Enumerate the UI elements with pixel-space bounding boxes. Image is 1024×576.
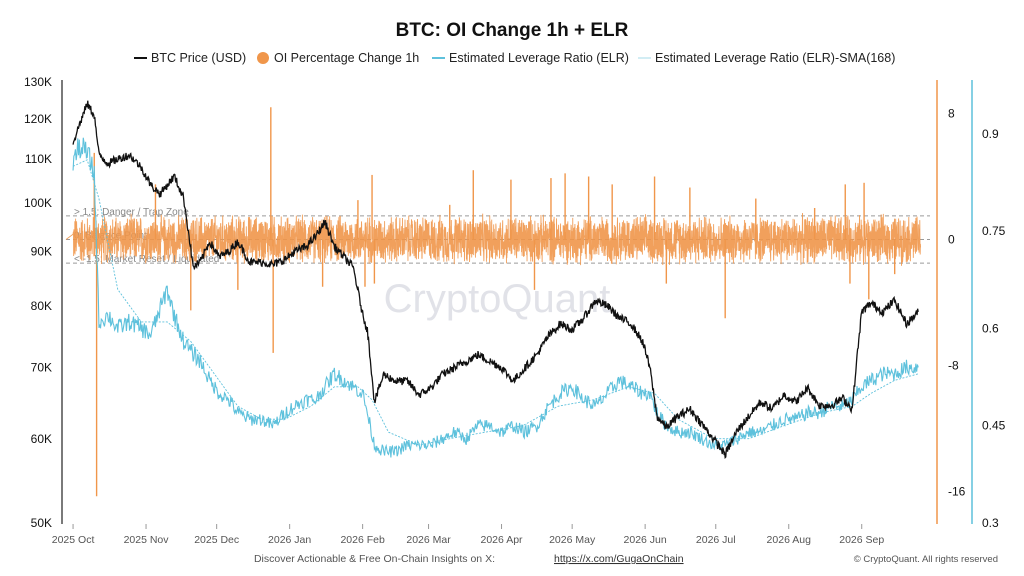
oi-change-line <box>65 213 922 266</box>
legend-item[interactable]: BTC Price (USD) <box>134 51 246 65</box>
y-elr-tick-label: 0.3 <box>982 516 999 530</box>
reference-line-label: < -1.5: Market Reset / Liquidated <box>74 254 219 265</box>
x-tick-label: 2026 Jul <box>696 534 736 546</box>
x-tick-label: 2026 May <box>549 534 596 546</box>
footer-link[interactable]: https://x.com/GugaOnChain <box>554 553 684 565</box>
y-left-tick-label: 60K <box>31 432 52 446</box>
legend-label: Estimated Leverage Ratio (ELR)-SMA(168) <box>655 51 895 65</box>
y-left-tick-label: 110K <box>25 152 52 166</box>
reference-line-label: > 1.5: Danger / Trap Zone <box>74 207 189 218</box>
x-tick-label: 2026 Mar <box>406 534 451 546</box>
elr-line <box>72 137 919 458</box>
y-left-tick-label: 50K <box>31 516 52 530</box>
axes: 130K 120K 110K 100K 90K 80K 70K 60K 50K 8 0 -8 -16 0.… <box>24 75 1006 546</box>
x-tick-label: 2026 Aug <box>767 534 812 546</box>
y-elr-tick-label: 0.75 <box>982 224 1006 238</box>
chart-title: BTC: OI Change 1h + ELR <box>396 20 629 41</box>
y-oi-tick-label: -16 <box>948 485 966 499</box>
btc-price-line <box>72 100 919 459</box>
x-tick-label: 2026 Jan <box>268 534 311 546</box>
legend-swatch <box>257 52 269 64</box>
y-left-tick-label: 100K <box>24 196 52 210</box>
legend-item[interactable]: Estimated Leverage Ratio (ELR) <box>432 51 629 65</box>
legend-item[interactable]: OI Percentage Change 1h <box>257 51 419 65</box>
y-elr-tick-label: 0.45 <box>982 419 1006 433</box>
x-tick-label: 2026 Sep <box>839 534 884 546</box>
y-oi-tick-label: 8 <box>948 107 955 121</box>
y-elr-tick-label: 0.6 <box>982 321 999 335</box>
y-left-tick-label: 130K <box>24 75 52 89</box>
copyright: © CryptoQuant. All rights reserved <box>854 554 998 565</box>
footer: Discover Actionable & Free On-Chain Insi… <box>254 553 998 565</box>
footer-text: Discover Actionable & Free On-Chain Insi… <box>254 553 495 565</box>
legend-item[interactable]: Estimated Leverage Ratio (ELR)-SMA(168) <box>638 51 895 65</box>
x-tick-label: 2025 Dec <box>194 534 239 546</box>
legend[interactable]: BTC Price (USD) OI Percentage Change 1h Es… <box>134 51 895 65</box>
x-tick-label: 2025 Nov <box>124 534 170 546</box>
x-tick-label: 2026 Apr <box>481 534 524 546</box>
watermark: CryptoQuant <box>384 277 611 321</box>
legend-label: OI Percentage Change 1h <box>274 51 419 65</box>
svg-text:CryptoQuant: CryptoQuant <box>384 277 611 321</box>
y-left-tick-label: 120K <box>24 112 52 126</box>
plot-area <box>65 100 922 497</box>
y-left-tick-label: 80K <box>31 299 52 313</box>
x-tick-label: 2026 Feb <box>340 534 385 546</box>
x-tick-label: 2025 Oct <box>52 534 95 546</box>
legend-label: BTC Price (USD) <box>151 51 246 65</box>
y-left-tick-label: 70K <box>31 361 52 375</box>
y-oi-tick-label: 0 <box>948 233 955 247</box>
y-elr-tick-label: 0.9 <box>982 127 999 141</box>
x-tick-label: 2026 Jun <box>624 534 667 546</box>
y-oi-tick-label: -8 <box>948 359 959 373</box>
legend-label: Estimated Leverage Ratio (ELR) <box>449 51 629 65</box>
y-left-tick-label: 90K <box>31 245 52 259</box>
